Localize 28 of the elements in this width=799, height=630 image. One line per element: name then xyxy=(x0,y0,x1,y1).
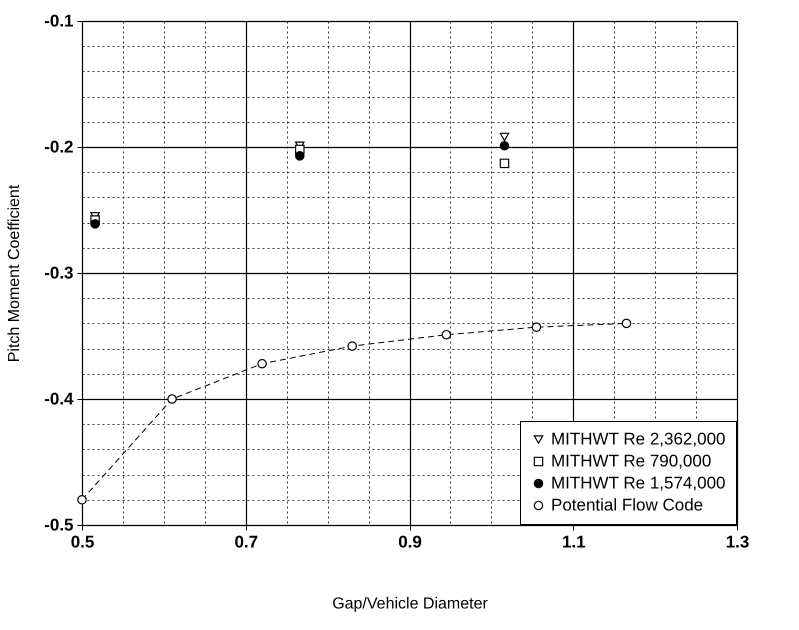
point xyxy=(167,394,177,404)
x-tick-label: 0.5 xyxy=(70,532,94,552)
y-tick-label: -0.3 xyxy=(44,264,74,282)
point xyxy=(500,132,510,142)
point xyxy=(295,151,305,161)
point xyxy=(500,158,510,168)
point xyxy=(442,330,452,340)
y-tick-label: -0.2 xyxy=(44,138,74,156)
legend-label: MITHWT Re 790,000 xyxy=(551,452,712,470)
y-tick-label: -0.5 xyxy=(44,516,74,534)
x-tick-label: 1.3 xyxy=(726,532,750,552)
legend-label: MITHWT Re 1,574,000 xyxy=(551,474,726,492)
y-axis-title: Pitch Moment Coefficient xyxy=(6,184,24,362)
point xyxy=(77,495,87,505)
x-tick-label: 0.9 xyxy=(398,532,422,552)
point xyxy=(257,358,267,368)
point xyxy=(532,322,542,332)
legend-label: MITHWT Re 2,362,000 xyxy=(551,430,726,448)
y-tick-label: -0.1 xyxy=(44,12,74,30)
legend-label: Potential Flow Code xyxy=(551,496,704,514)
y-tick-label: -0.4 xyxy=(44,390,74,408)
point xyxy=(500,140,510,151)
x-tick-label: 0.7 xyxy=(234,532,258,552)
point xyxy=(622,318,632,328)
point xyxy=(90,219,100,229)
point xyxy=(347,341,357,351)
x-axis-title: Gap/Vehicle Diameter xyxy=(332,596,488,612)
x-tick-label: 1.1 xyxy=(562,532,586,552)
